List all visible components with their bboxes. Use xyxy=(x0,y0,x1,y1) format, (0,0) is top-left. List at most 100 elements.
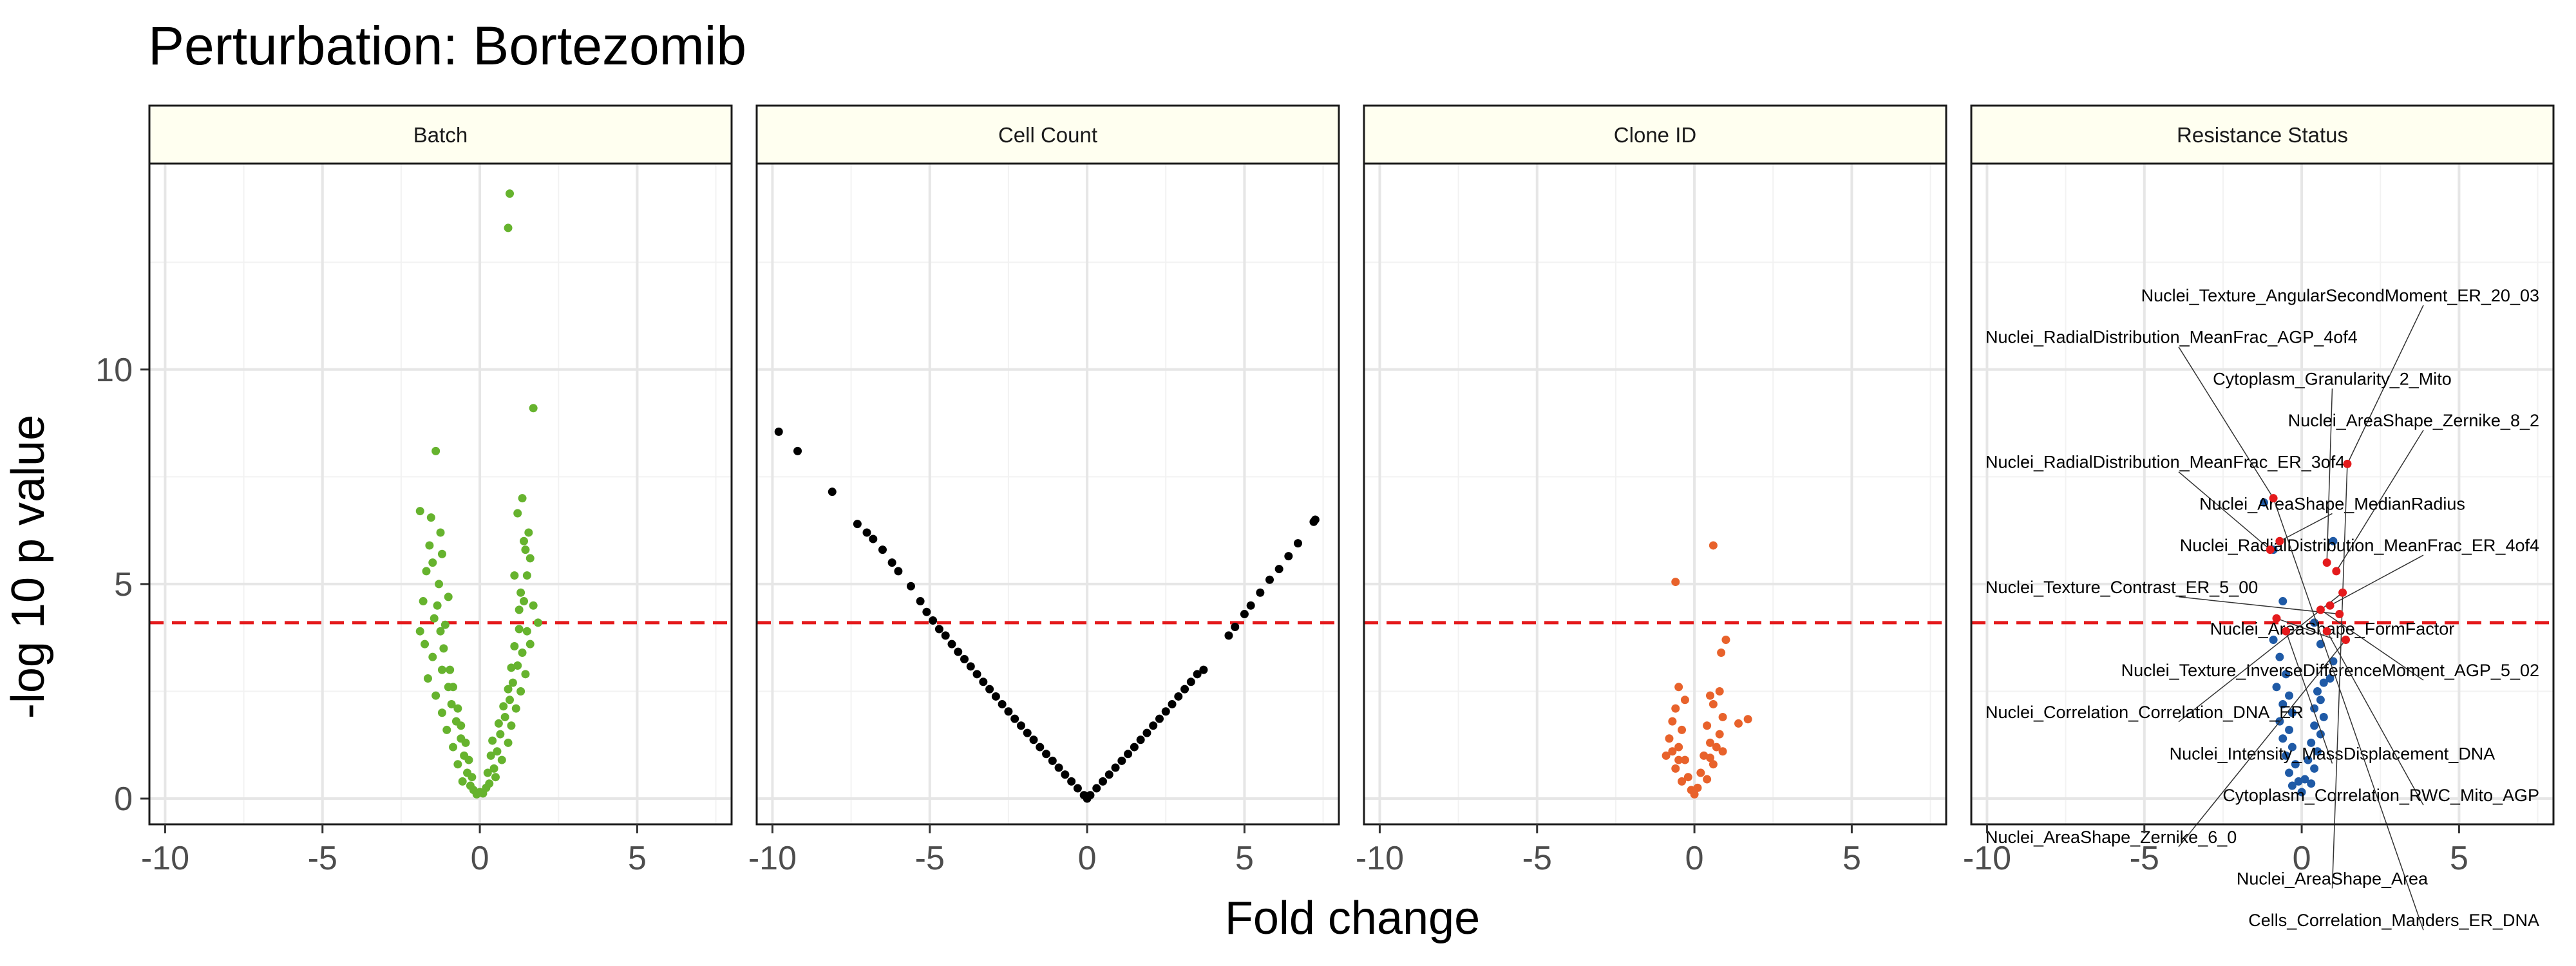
data-point xyxy=(518,649,527,658)
data-point xyxy=(2313,687,2322,696)
data-point xyxy=(519,536,528,545)
data-point xyxy=(862,528,871,537)
data-point xyxy=(496,730,505,739)
data-point xyxy=(985,685,994,694)
data-point xyxy=(468,773,477,782)
data-point xyxy=(1680,696,1689,705)
data-point xyxy=(1265,575,1274,584)
data-point xyxy=(475,788,484,797)
strip-label: Cell Count xyxy=(998,123,1097,147)
data-point xyxy=(507,721,516,730)
data-point xyxy=(521,670,530,679)
data-point xyxy=(1678,777,1687,786)
data-point xyxy=(1117,756,1126,765)
data-point xyxy=(1683,773,1692,782)
feature-annotation: Nuclei_Texture_InverseDifferenceMoment_A… xyxy=(2121,661,2539,680)
data-point xyxy=(2310,721,2319,730)
data-point xyxy=(972,670,981,679)
highlighted-point xyxy=(2341,636,2350,645)
data-point xyxy=(1718,712,1727,721)
data-point xyxy=(1700,751,1709,760)
data-point xyxy=(2310,764,2319,773)
data-point xyxy=(1311,515,1320,524)
data-point xyxy=(513,509,522,518)
data-point xyxy=(2287,743,2297,752)
data-point xyxy=(516,687,526,696)
data-point xyxy=(1693,783,1702,792)
data-point xyxy=(499,702,508,711)
data-point xyxy=(887,558,896,567)
data-point xyxy=(1743,715,1752,724)
data-point xyxy=(486,751,495,760)
x-tick-label: 5 xyxy=(2450,840,2468,877)
data-point xyxy=(1734,719,1743,728)
feature-annotation: Cytoplasm_Correlation_RWC_Mito_AGP xyxy=(2222,786,2539,805)
data-point xyxy=(1668,747,1677,756)
data-point xyxy=(1142,728,1151,737)
data-point xyxy=(2294,777,2303,786)
x-tick-label: -5 xyxy=(308,840,337,877)
x-tick-label: 0 xyxy=(471,840,489,877)
data-point xyxy=(1709,760,1718,769)
feature-annotation: Nuclei_Texture_Contrast_ER_5_00 xyxy=(1985,578,2258,597)
x-tick-label: -10 xyxy=(1356,840,1404,877)
data-point xyxy=(1674,755,1683,764)
annotation-leader-line xyxy=(2326,630,2424,806)
strip-label: Clone ID xyxy=(1614,123,1696,147)
x-tick-label: -10 xyxy=(1963,840,2011,877)
feature-annotation: Cells_Correlation_Manders_ER_DNA xyxy=(2248,911,2539,930)
data-point xyxy=(1706,753,1715,762)
highlighted-point xyxy=(2338,588,2347,597)
data-point xyxy=(878,545,887,554)
data-point xyxy=(483,768,492,777)
data-point xyxy=(458,777,467,786)
data-point xyxy=(1231,623,1240,632)
data-point xyxy=(513,661,522,670)
data-point xyxy=(1023,728,1032,737)
data-point xyxy=(1678,725,1687,734)
facet-panels: Batch -10 -5 0 5 Cell Count -10 -5 0 5 Clone ID -10… xyxy=(141,104,2555,931)
data-point xyxy=(1274,565,1283,574)
data-point xyxy=(521,545,530,554)
data-point xyxy=(1709,541,1718,550)
x-tick-label: -5 xyxy=(2130,840,2159,877)
data-point xyxy=(1029,735,1038,744)
data-point xyxy=(2316,639,2325,649)
data-point xyxy=(1224,631,1233,640)
data-point xyxy=(529,601,538,610)
feature-annotation: Nuclei_RadialDistribution_MeanFrac_ER_4o… xyxy=(2180,536,2539,555)
data-point xyxy=(2307,738,2316,747)
data-point xyxy=(529,404,538,413)
data-point xyxy=(1671,704,1680,713)
y-axis: 0 5 10 xyxy=(95,352,149,818)
y-tick-label: 5 xyxy=(114,566,133,603)
data-point xyxy=(522,627,531,636)
data-point xyxy=(1168,699,1177,708)
data-point xyxy=(2319,712,2328,721)
data-point xyxy=(504,685,513,694)
feature-annotation: Cytoplasm_Granularity_2_Mito xyxy=(2213,369,2452,388)
data-point xyxy=(461,738,470,747)
y-tick-label: 10 xyxy=(95,352,133,389)
data-point xyxy=(2282,751,2291,760)
data-point xyxy=(1193,670,1202,679)
feature-annotation: Nuclei_AreaShape_Zernike_8_2 xyxy=(2288,411,2539,430)
data-point xyxy=(436,528,445,537)
data-point xyxy=(442,725,451,734)
data-point xyxy=(2278,699,2287,708)
data-point xyxy=(1715,730,1724,739)
data-point xyxy=(500,712,509,721)
data-point xyxy=(510,571,519,580)
data-point xyxy=(2313,747,2322,756)
panel-border xyxy=(755,162,1340,826)
data-point xyxy=(508,678,517,687)
data-point xyxy=(2285,768,2294,777)
figure-title: Perturbation: Bortezomib xyxy=(148,15,746,76)
data-point xyxy=(869,535,878,544)
data-point xyxy=(793,446,802,455)
data-point xyxy=(1036,743,1045,752)
data-point xyxy=(522,571,531,580)
strip-label: Batch xyxy=(413,123,468,147)
strip-background xyxy=(1363,104,1947,165)
data-point xyxy=(491,773,500,782)
